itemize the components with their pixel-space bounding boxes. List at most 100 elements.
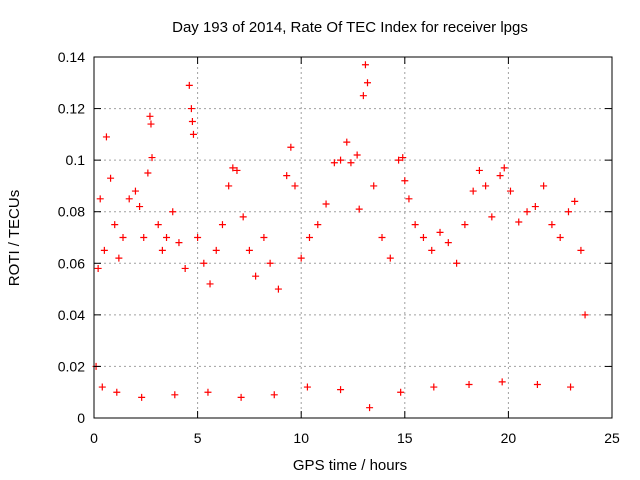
data-point-0-18	[158, 246, 166, 254]
data-point-0-60	[395, 156, 403, 164]
data-point-0-87	[581, 311, 589, 319]
data-point-0-5	[107, 174, 115, 182]
data-point-0-1	[94, 264, 102, 272]
data-point-0-69	[453, 259, 461, 267]
plot-frame	[93, 56, 613, 419]
x-tick-label-0: 0	[90, 430, 98, 446]
data-point-0-71	[469, 187, 477, 195]
data-point-0-96	[337, 386, 345, 394]
data-point-0-44	[297, 254, 305, 262]
data-point-0-39	[266, 259, 274, 267]
data-point-0-31	[218, 221, 226, 229]
chart-title: Day 193 of 2014, Rate Of TEC Index for r…	[172, 19, 528, 36]
data-point-0-25	[188, 117, 196, 125]
data-point-0-48	[330, 159, 338, 167]
data-point-0-7	[115, 254, 123, 262]
data-point-0-24	[187, 105, 195, 113]
data-point-0-66	[428, 246, 436, 254]
x-tick-label-1: 5	[194, 430, 202, 446]
data-point-0-80	[531, 203, 539, 211]
data-point-0-101	[498, 378, 506, 386]
data-point-0-97	[366, 404, 374, 412]
data-point-0-46	[314, 221, 322, 229]
data-point-0-98	[397, 388, 405, 396]
data-point-0-53	[355, 205, 363, 213]
data-point-0-27	[194, 234, 202, 241]
data-point-0-14	[146, 112, 154, 120]
data-point-0-37	[252, 272, 260, 280]
data-point-0-19	[163, 234, 171, 241]
y-tick-label-5: 0.1	[66, 152, 86, 168]
data-point-0-30	[212, 246, 220, 254]
y-tick-label-2: 0.04	[58, 307, 85, 323]
y-tick-label-7: 0.14	[58, 49, 85, 65]
data-point-0-9	[125, 195, 133, 203]
data-point-0-12	[140, 234, 148, 241]
data-point-0-79	[523, 208, 531, 216]
data-point-0-56	[364, 79, 372, 87]
x-tick-label-2: 10	[293, 430, 309, 446]
x-tick-label-3: 15	[397, 430, 413, 446]
data-point-0-93	[237, 393, 245, 401]
data-point-0-36	[245, 246, 253, 254]
data-point-0-17	[154, 221, 162, 229]
data-point-0-41	[283, 172, 291, 180]
data-point-0-10	[131, 187, 139, 195]
data-point-0-94	[270, 391, 278, 399]
x-tick-labels: 0 5 10 15 20 25	[90, 430, 620, 446]
data-point-0-49	[337, 156, 345, 164]
data-point-0-58	[378, 234, 386, 241]
data-point-0-29	[206, 280, 214, 288]
data-point-0-70	[461, 221, 469, 229]
data-point-0-89	[113, 388, 121, 396]
data-point-0-38	[260, 234, 268, 241]
data-point-0-21	[175, 239, 183, 247]
data-point-0-83	[556, 234, 564, 241]
data-point-0-3	[100, 246, 108, 254]
data-point-0-65	[419, 234, 427, 241]
data-point-0-20	[169, 208, 177, 216]
data-point-0-88	[98, 383, 106, 391]
y-axis-title: ROTI / TECUs	[6, 190, 23, 286]
data-point-0-11	[136, 203, 144, 211]
data-point-0-43	[291, 182, 299, 190]
data-point-0-42	[287, 143, 295, 151]
data-point-0-15	[147, 120, 155, 128]
x-tick-label-4: 20	[501, 430, 517, 446]
data-point-0-78	[515, 218, 523, 226]
data-point-0-77	[506, 187, 514, 195]
data-point-0-45	[305, 234, 313, 241]
y-tick-label-1: 0.02	[58, 358, 85, 374]
data-point-0-100	[465, 380, 473, 388]
data-point-0-72	[475, 166, 483, 174]
data-point-0-92	[204, 388, 212, 396]
axis-ticks	[93, 56, 613, 419]
x-axis-title: GPS time / hours	[293, 457, 407, 474]
data-point-0-86	[577, 246, 585, 254]
data-point-0-2	[96, 195, 104, 203]
data-point-0-16	[148, 154, 156, 162]
gridlines	[94, 57, 612, 418]
data-point-0-91	[171, 391, 179, 399]
y-tick-label-4: 0.08	[58, 204, 85, 220]
data-point-0-75	[496, 172, 504, 180]
data-point-0-52	[353, 151, 361, 159]
data-point-0-47	[322, 200, 330, 208]
data-point-0-62	[401, 177, 409, 185]
data-point-0-8	[119, 234, 127, 241]
data-point-0-82	[548, 221, 556, 229]
data-point-0-76	[500, 164, 508, 172]
data-point-0-103	[567, 383, 575, 391]
data-point-0-59	[386, 254, 394, 262]
data-point-0-34	[233, 166, 241, 174]
y-tick-labels: 0 0.02 0.04 0.06 0.08 0.1 0.12 0.14	[58, 49, 85, 426]
data-point-0-32	[225, 182, 233, 190]
data-point-0-4	[102, 133, 110, 141]
data-point-0-81	[540, 182, 548, 190]
data-point-0-64	[411, 221, 419, 229]
data-points	[92, 61, 589, 412]
data-point-0-102	[533, 380, 541, 388]
y-tick-label-3: 0.06	[58, 255, 85, 271]
data-point-0-35	[239, 213, 247, 221]
